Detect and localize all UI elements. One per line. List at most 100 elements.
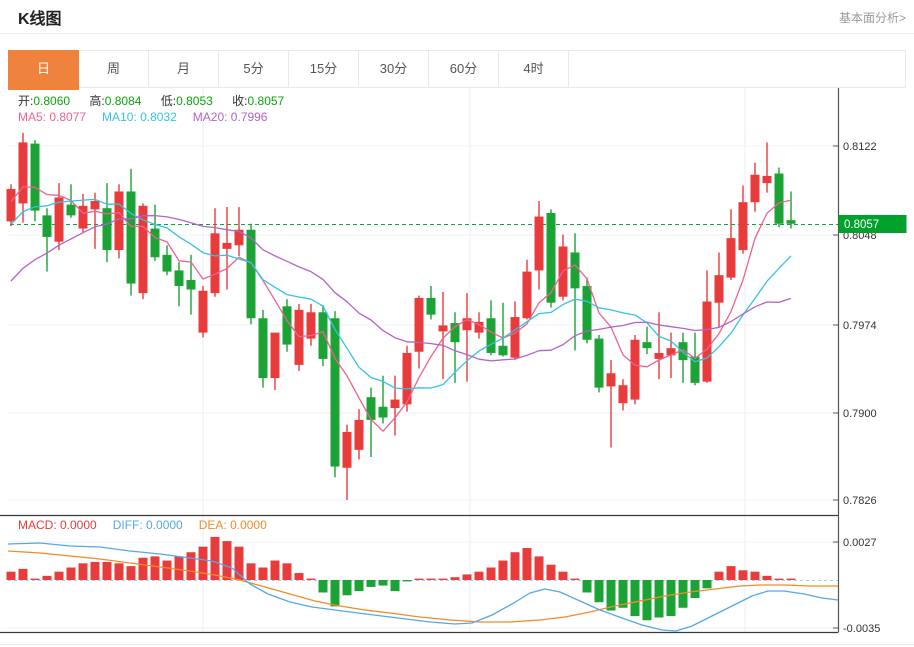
macd-bar-up <box>426 578 436 580</box>
diff-line <box>7 542 839 632</box>
macd-tick-label: 0.0027 <box>843 537 877 549</box>
ma-legend-item-2: MA20: 0.7996 <box>192 110 268 124</box>
price-tick-label: 0.7826 <box>843 495 877 507</box>
macd-bar-up <box>786 578 796 580</box>
macd-bar-up <box>486 567 496 580</box>
ma-legend-item-0: MA5: 0.8077 <box>18 110 87 124</box>
tab-period-5[interactable]: 30分 <box>359 51 429 87</box>
ma-legend: MA5: 0.8077 MA10: 0.8032 MA20: 0.7996 <box>18 110 283 124</box>
macd-legend-item-2: DEA: 0.0000 <box>198 518 267 532</box>
macd-bar-down <box>630 580 640 617</box>
candle-down <box>546 212 556 303</box>
candle-down <box>330 318 340 467</box>
macd-bar-up <box>54 571 64 580</box>
candle-down <box>174 270 184 286</box>
candle-down <box>582 285 592 340</box>
candle-up <box>762 175 772 184</box>
period-tabbar: 日周月 5分 15分 30分 60分 4时 <box>8 50 906 90</box>
open-label: 开: <box>18 94 34 108</box>
macd-legend-item-0: MACD: 0.0000 <box>18 518 97 532</box>
macd-bar-up <box>282 563 292 580</box>
macd-tick-label: -0.0035 <box>843 623 880 635</box>
candle-down <box>450 323 460 343</box>
candle-up <box>654 352 664 359</box>
tab-period-3[interactable]: 5分 <box>219 51 289 87</box>
candle-down <box>678 342 688 361</box>
macd-bar-down <box>678 580 688 608</box>
candle-up <box>618 385 628 404</box>
candle-down <box>186 279 196 290</box>
macd-bar-down <box>318 580 328 593</box>
ohlc-legend: 开:0.8060 高:0.8084 低:0.8053 收:0.8057 <box>18 92 300 109</box>
tab-period-6[interactable]: 60分 <box>429 51 499 87</box>
tab-period-0[interactable]: 日 <box>8 50 79 90</box>
macd-bar-up <box>546 564 556 580</box>
low-value: 0.8053 <box>176 94 213 108</box>
macd-bar-up <box>774 578 784 580</box>
macd-bar-down <box>666 580 676 617</box>
macd-bar-up <box>534 556 544 580</box>
tab-period-4[interactable]: 15分 <box>289 51 359 87</box>
macd-bar-up <box>414 578 424 580</box>
candle-up <box>270 332 280 379</box>
candle-up <box>630 339 640 400</box>
macd-bar-up <box>738 570 748 580</box>
macd-bar-up <box>222 541 232 580</box>
candle-up <box>438 325 448 332</box>
macd-bar-down <box>606 580 616 611</box>
ma-legend-item-1: MA10: 0.8032 <box>102 110 177 124</box>
macd-bar-up <box>258 567 268 580</box>
candle-down <box>30 143 40 211</box>
candle-up <box>354 419 364 450</box>
macd-bar-up <box>198 546 208 580</box>
gridlines <box>8 88 838 633</box>
macd-bar-up <box>714 571 724 580</box>
macd-legend: MACD: 0.0000 DIFF: 0.0000 DEA: 0.0000 <box>18 518 283 532</box>
macd-bar-up <box>522 548 532 580</box>
candle-down <box>786 220 796 224</box>
macd-bar-down <box>390 580 400 592</box>
macd-bar-down <box>354 580 364 592</box>
ma5-line <box>10 186 792 432</box>
candles <box>6 132 796 501</box>
macd-bar-down <box>654 580 664 618</box>
candle-down <box>498 345 508 356</box>
macd-bar-up <box>6 571 16 580</box>
ma10-line <box>10 198 792 390</box>
candle-down <box>258 318 268 379</box>
tab-period-2[interactable]: 月 <box>149 51 219 87</box>
candle-up <box>462 318 472 331</box>
price-tick-label: 0.7900 <box>843 408 877 420</box>
macd-bar-up <box>18 568 28 580</box>
macd-bar-up <box>162 560 172 580</box>
macd-bar-up <box>30 578 40 580</box>
candle-down <box>570 252 580 289</box>
candle-down <box>246 229 256 319</box>
macd-bar-down <box>702 580 712 589</box>
macd-bar-down <box>342 580 352 596</box>
bottom-border <box>0 644 914 645</box>
price-tick-label: 0.8122 <box>843 141 877 153</box>
candle-up <box>390 399 400 408</box>
candle-down <box>42 215 52 237</box>
candle-up <box>222 242 232 249</box>
tab-period-1[interactable]: 周 <box>79 51 149 87</box>
ma20-line <box>10 214 792 362</box>
macd-bar-up <box>726 566 736 580</box>
macd-bar-up <box>138 557 148 580</box>
macd-legend-item-1: DIFF: 0.0000 <box>112 518 183 532</box>
candle-up <box>474 321 484 333</box>
candle-down <box>366 397 376 420</box>
fundamental-analysis-link[interactable]: 基本面分析> <box>838 11 906 25</box>
macd-bar-up <box>246 563 256 580</box>
candle-up <box>726 238 736 278</box>
macd-bar-up <box>78 563 88 580</box>
tab-period-7[interactable]: 4时 <box>499 51 569 87</box>
candle-up <box>666 348 676 356</box>
low-label: 低: <box>160 94 177 108</box>
candle-up <box>702 301 712 382</box>
candle-down <box>150 228 160 258</box>
candle-up <box>606 373 616 387</box>
